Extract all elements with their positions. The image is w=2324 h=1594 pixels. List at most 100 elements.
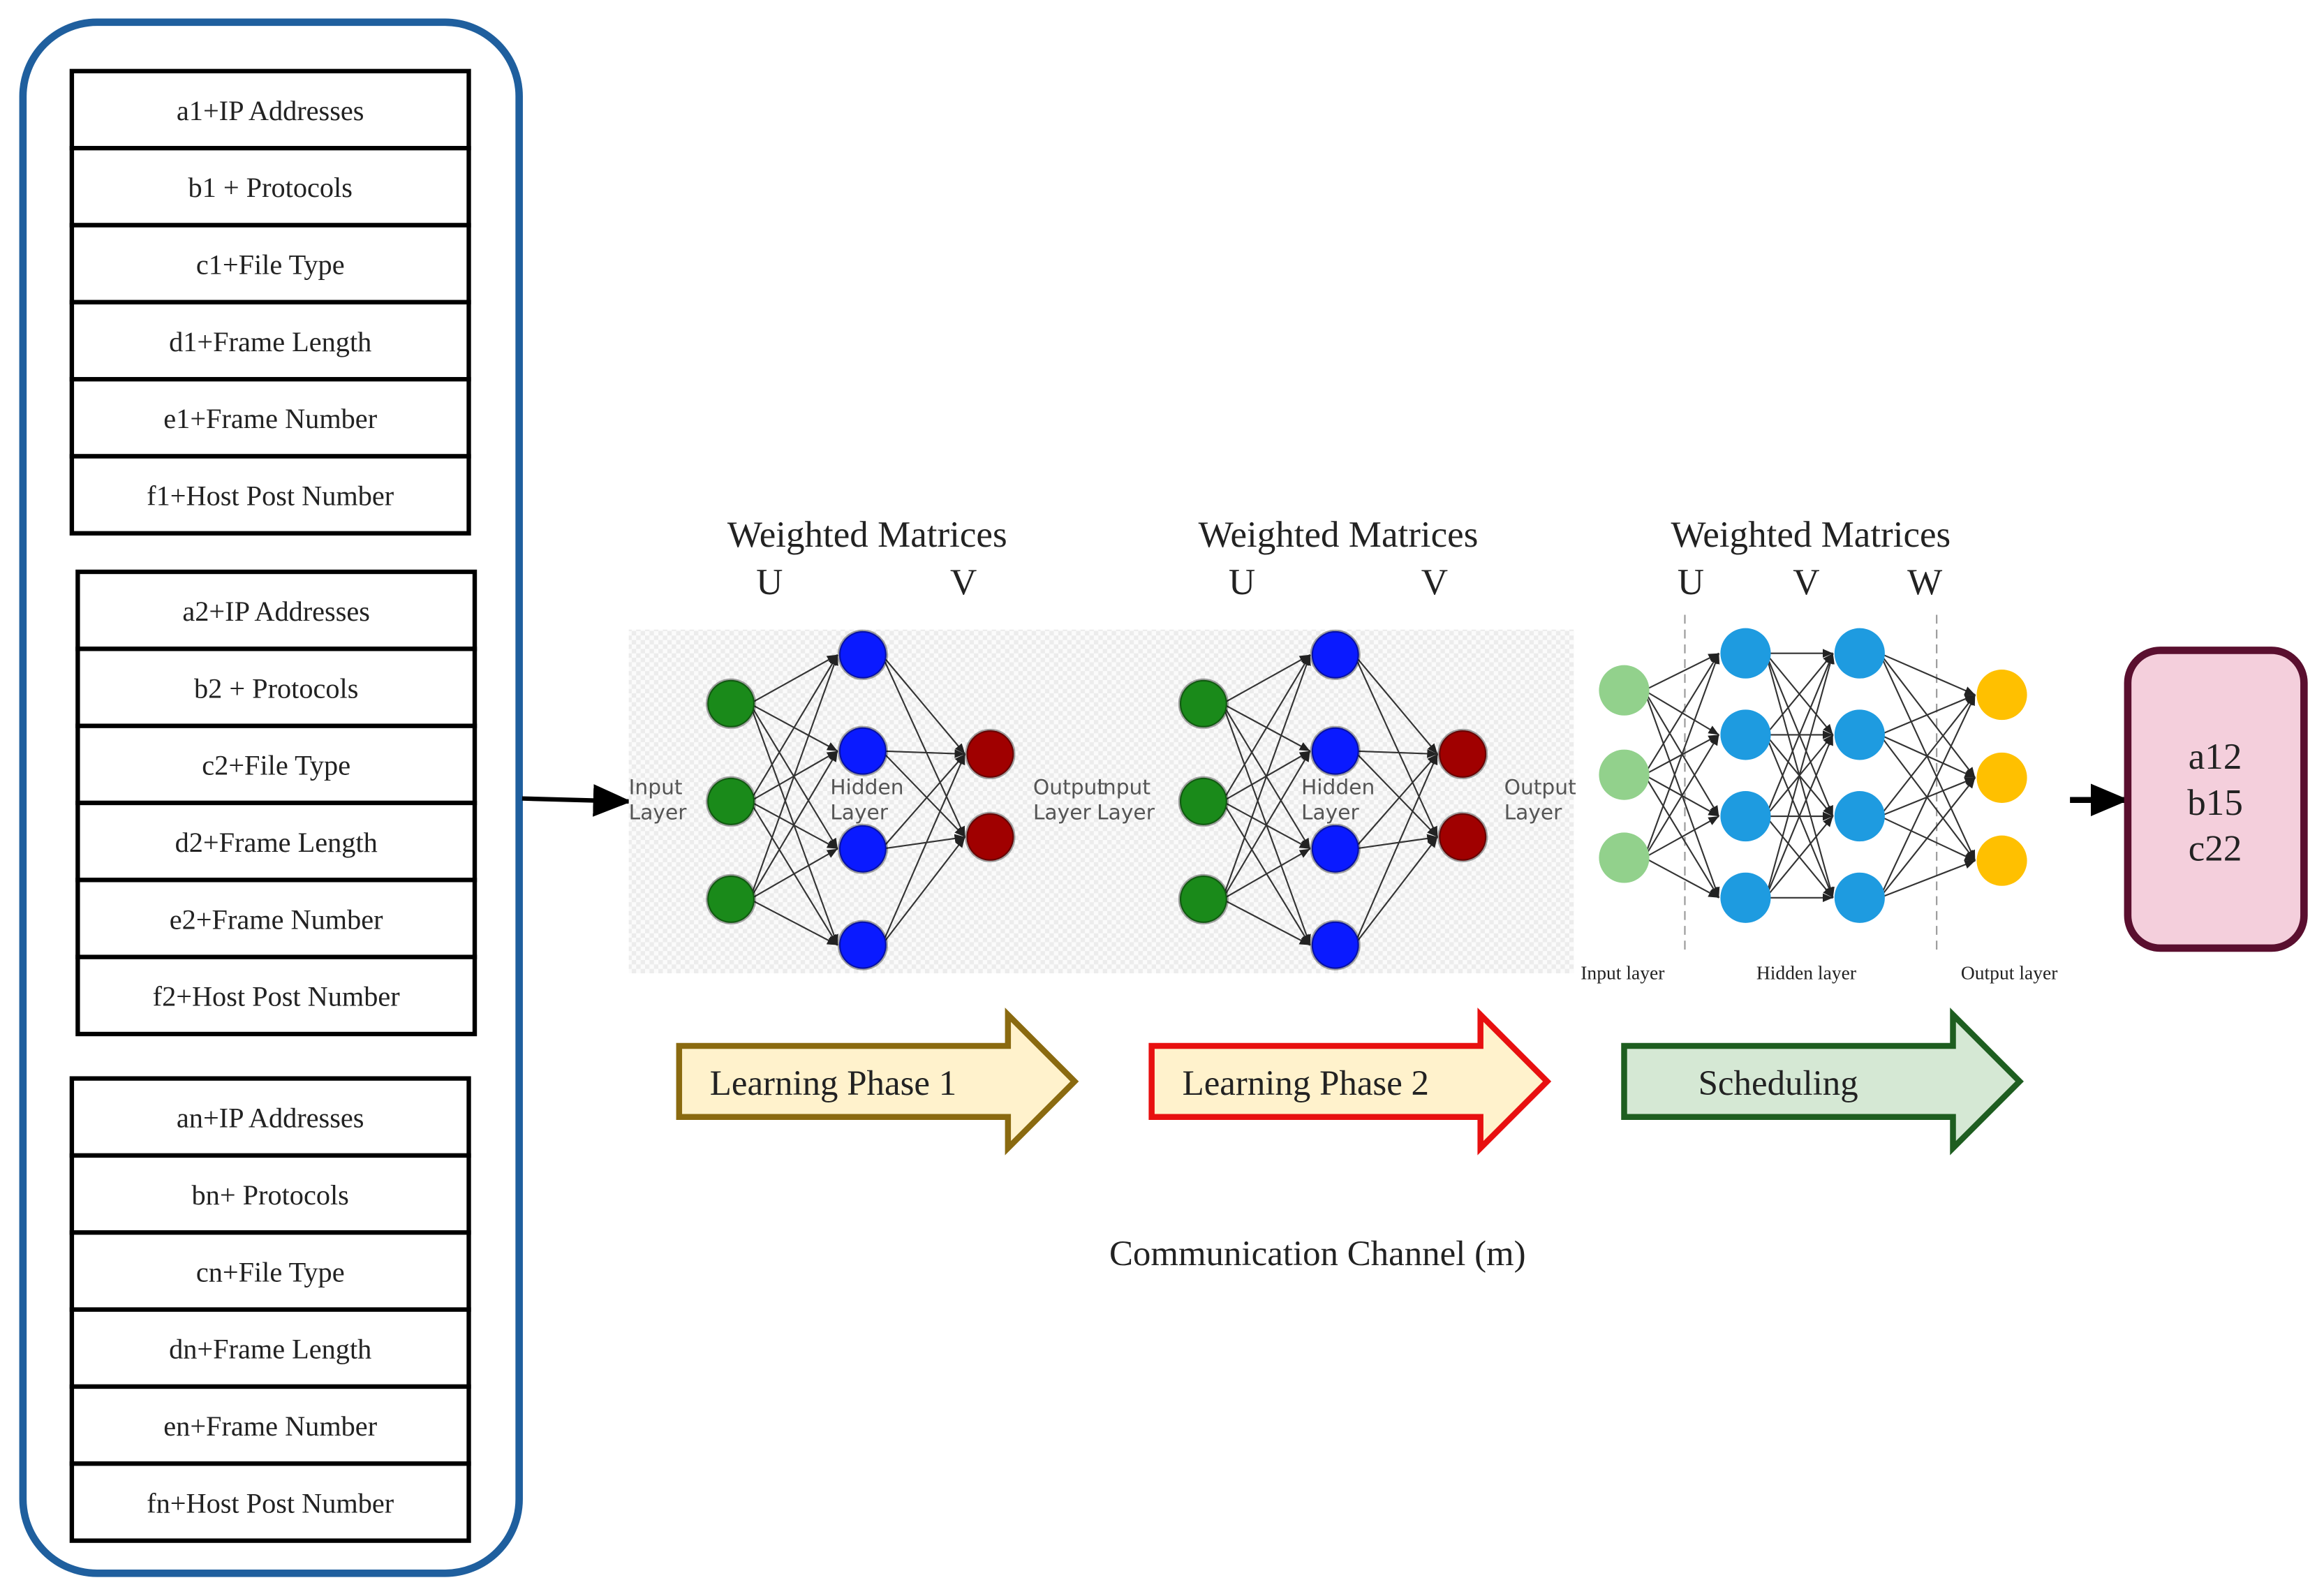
input-row (69, 223, 471, 305)
neuron-node (1976, 670, 2027, 721)
connection (749, 654, 838, 802)
connection (1765, 653, 1834, 736)
connection (1354, 750, 1438, 838)
input-row-label: c2+File Type (202, 750, 350, 781)
neuron-node (965, 728, 1016, 780)
output-line: c22 (2189, 829, 2242, 869)
neuron-node (1720, 628, 1771, 679)
caption: Communication Channel (m) (1109, 1234, 1526, 1274)
neuron-node (1310, 725, 1361, 776)
layer-label: Layer (1097, 800, 1155, 825)
network-heading: Weighted Matrices (1671, 515, 1951, 555)
input-row-label: e2+Frame Number (170, 903, 383, 935)
neuron-node (1834, 872, 1885, 923)
input-row (69, 1076, 471, 1158)
neuron-node (706, 776, 757, 827)
layer-label: Hidden layer (1756, 961, 1856, 983)
layer-label: Hidden (1301, 775, 1375, 799)
connection (882, 749, 965, 758)
connection (1643, 816, 1719, 859)
network-heading: Weighted Matrices (1199, 515, 1479, 555)
output-box (2124, 647, 2308, 952)
input-row (69, 1230, 471, 1312)
neuron-node (1437, 728, 1488, 780)
phase-label: Learning Phase 2 (1183, 1064, 1429, 1103)
neuron-node (1834, 791, 1885, 842)
neuron-node (965, 811, 1016, 862)
input-row (69, 454, 471, 536)
neuron-node (1599, 832, 1650, 883)
neural-network: Weighted Matrices U V W Input layer Hidden la… (1581, 515, 2057, 984)
output-line: a12 (2189, 737, 2242, 777)
connection (749, 654, 838, 704)
connection (1765, 734, 1834, 899)
connection (1354, 834, 1438, 850)
connection (1879, 777, 1976, 899)
layer-label: Hidden (830, 775, 903, 799)
connection (881, 654, 966, 755)
input-row (69, 68, 471, 151)
connection (1765, 816, 1834, 899)
input-row (75, 569, 478, 651)
connection (1643, 653, 1720, 858)
phase-label: Learning Phase 1 (710, 1064, 956, 1103)
input-row-label: d1+Frame Length (169, 326, 371, 357)
layer-label: Layer (1504, 800, 1563, 825)
connection (881, 750, 966, 838)
connection (1222, 848, 1311, 900)
connection (881, 654, 966, 838)
neuron-node (1178, 873, 1229, 924)
neuron-node (1976, 752, 2027, 803)
phase-label: Scheduling (1698, 1064, 1858, 1103)
input-row-label: an+IP Addresses (177, 1102, 364, 1134)
neuron-node (1599, 665, 1650, 716)
connection (1222, 654, 1311, 802)
output-line: b15 (2187, 783, 2243, 823)
input-row-label: fn+Host Post Number (147, 1487, 394, 1519)
connection (881, 834, 965, 850)
layer-label: Output (1033, 775, 1105, 799)
matrix-label: U (756, 562, 783, 603)
neuron-node (1310, 629, 1361, 680)
input-row-label: c1+File Type (196, 249, 345, 281)
connection (749, 654, 838, 900)
input-row-label: e1+Frame Number (163, 403, 377, 434)
input-group: a2+IP Addresses b2 + Protocols c2+File Typ… (75, 569, 478, 1037)
connection (1643, 734, 1720, 859)
connection (1222, 751, 1311, 900)
connection (881, 753, 966, 850)
input-row (75, 954, 478, 1037)
connection (1879, 694, 1976, 817)
connection (1643, 857, 1719, 899)
connection (1643, 653, 1720, 776)
layer-label: Output layer (1961, 961, 2058, 983)
layer-label: Layer (1301, 800, 1360, 825)
neuron-node (1599, 749, 1650, 800)
matrix-label: W (1907, 562, 1942, 603)
connection (1222, 654, 1311, 900)
connection (1353, 654, 1439, 838)
phase-arrow: Learning Phase 2 (1148, 1008, 1552, 1156)
neuron-node (837, 629, 888, 680)
neuron-node (1437, 811, 1488, 862)
input-row (69, 1461, 471, 1543)
connection (1354, 753, 1438, 850)
neuron-node (1178, 776, 1229, 827)
neuron-node (837, 823, 888, 874)
connection (1765, 653, 1835, 899)
input-row (69, 145, 471, 228)
connection (1879, 652, 1976, 696)
matrix-label: V (1421, 562, 1448, 603)
input-row (75, 800, 478, 883)
layer-label: Layer (830, 800, 889, 825)
input-row (69, 1384, 471, 1466)
connection (1765, 653, 1834, 817)
input-row-label: b2 + Protocols (194, 672, 358, 704)
input-row-label: cn+File Type (196, 1256, 345, 1287)
neuron-node (1178, 678, 1229, 729)
input-group: a1+IP Addresses b1 + Protocols c1+File Typ… (69, 68, 471, 536)
matrix-label: U (1678, 562, 1704, 603)
